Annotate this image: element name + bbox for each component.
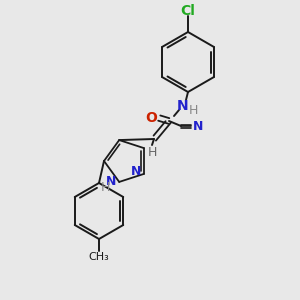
Text: H: H (188, 104, 198, 118)
Text: N: N (193, 119, 203, 133)
Text: N: N (177, 99, 189, 113)
Text: H: H (147, 146, 157, 158)
Text: H: H (100, 182, 110, 194)
Text: O: O (145, 111, 157, 125)
Text: N: N (130, 165, 141, 178)
Text: N: N (106, 176, 116, 188)
Text: Cl: Cl (181, 4, 195, 18)
Text: CH₃: CH₃ (88, 252, 110, 262)
